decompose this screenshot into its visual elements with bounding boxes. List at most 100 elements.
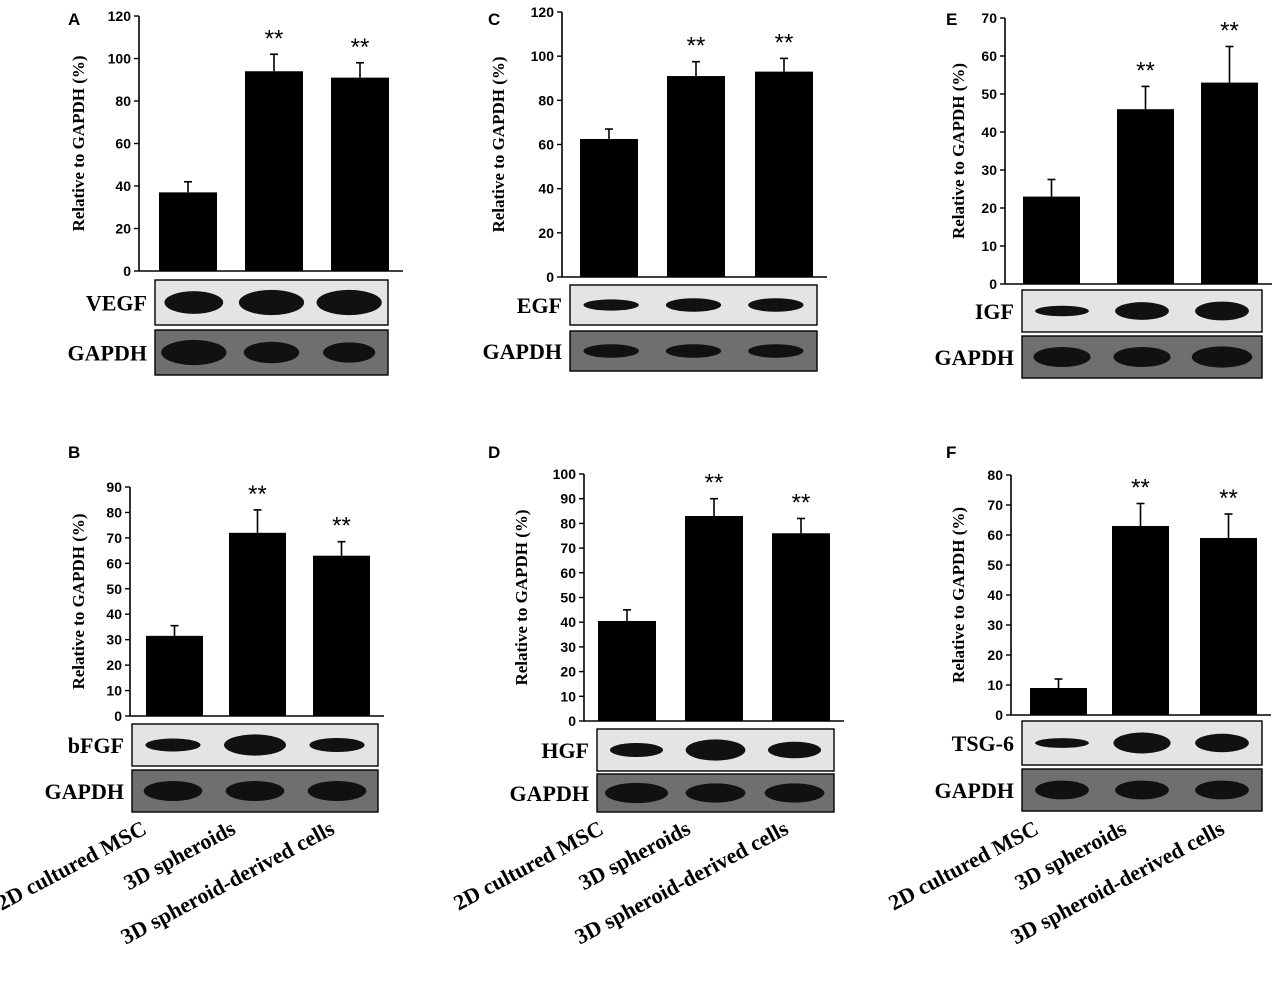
y-tick-label: 70: [560, 540, 576, 556]
blot-band: [1195, 301, 1249, 321]
y-tick-label: 60: [560, 565, 576, 581]
target-blot-label: bFGF: [68, 733, 124, 758]
target-blot: VEGF: [86, 279, 389, 326]
significance-marker: **: [687, 33, 706, 60]
blot-band: [238, 289, 305, 316]
y-tick-label: 90: [560, 491, 576, 507]
y-tick-label: 20: [115, 221, 131, 237]
gapdh-blot-label: GAPDH: [935, 778, 1014, 803]
y-tick-label: 20: [538, 225, 554, 241]
panel-letter: C: [488, 10, 500, 29]
panel-letter: E: [946, 10, 957, 29]
blot-band: [145, 738, 201, 752]
y-tick-label: 50: [987, 557, 1003, 573]
gapdh-blot-label: GAPDH: [935, 345, 1014, 370]
y-tick-label: 0: [123, 263, 131, 279]
blot-band: [309, 737, 365, 753]
y-tick-label: 50: [106, 581, 122, 597]
y-tick-label: 0: [995, 707, 1003, 723]
y-tick-label: 0: [568, 713, 576, 729]
y-axis-label: Relative to GAPDH (%): [69, 513, 88, 689]
panel-letter: F: [946, 443, 956, 462]
blot-band: [583, 344, 639, 358]
target-blot: EGF: [517, 284, 818, 326]
y-tick-label: 80: [560, 515, 576, 531]
x-category-label: 2D cultured MSC: [449, 815, 607, 915]
y-tick-label: 10: [560, 688, 576, 704]
blot-band: [767, 741, 822, 759]
y-tick-label: 50: [560, 590, 576, 606]
significance-marker: **: [792, 489, 811, 516]
x-category-label: 2D cultured MSC: [0, 815, 150, 915]
target-blot: HGF: [541, 728, 835, 772]
y-tick-label: 80: [115, 93, 131, 109]
target-blot-label: EGF: [517, 293, 562, 318]
significance-marker: **: [332, 513, 351, 540]
significance-marker: **: [775, 29, 794, 56]
y-axis-label: Relative to GAPDH (%): [949, 507, 968, 683]
bar: [685, 515, 743, 721]
y-tick-label: 20: [106, 657, 122, 673]
blot-band: [1113, 347, 1171, 367]
significance-marker: **: [1131, 475, 1150, 502]
y-tick-label: 40: [987, 587, 1003, 603]
blot-band: [604, 782, 669, 804]
target-blot: TSG-6: [952, 720, 1263, 766]
gapdh-blot: GAPDH: [68, 329, 389, 376]
target-blot-label: HGF: [541, 738, 589, 763]
y-tick-label: 20: [560, 664, 576, 680]
bar: [1117, 109, 1174, 284]
bar: [1200, 538, 1257, 715]
y-tick-label: 10: [981, 238, 997, 254]
gapdh-blot: GAPDH: [45, 769, 379, 813]
blot-band: [161, 339, 227, 366]
significance-marker: **: [265, 25, 284, 52]
y-tick-label: 80: [106, 504, 122, 520]
blot-band: [143, 781, 203, 801]
target-blot: IGF: [975, 289, 1263, 333]
y-tick-label: 120: [531, 4, 555, 20]
bar: [245, 71, 303, 271]
y-axis-label: Relative to GAPDH (%): [489, 56, 508, 232]
y-tick-label: 0: [114, 708, 122, 724]
y-tick-label: 30: [987, 617, 1003, 633]
blot-band: [685, 783, 746, 803]
blot-band: [307, 781, 367, 801]
y-tick-label: 30: [981, 162, 997, 178]
blot-band: [164, 291, 224, 314]
panel-b: B 0 10 20 30 40 50 60 70 80 90 Relative to GAPDH (%…: [45, 443, 384, 813]
y-tick-label: 10: [106, 683, 122, 699]
blot-band: [748, 344, 804, 358]
target-blot-label: IGF: [975, 299, 1014, 324]
significance-marker: **: [705, 470, 724, 497]
blot-band: [685, 739, 746, 761]
bar: [331, 77, 389, 271]
y-tick-label: 60: [538, 137, 554, 153]
bar: [580, 138, 638, 277]
blot-band: [764, 783, 825, 803]
blot-band: [665, 298, 722, 312]
y-tick-label: 120: [108, 8, 132, 24]
y-tick-label: 30: [106, 632, 122, 648]
target-blot-label: VEGF: [86, 291, 147, 316]
blot-band: [1035, 305, 1089, 317]
bar: [598, 620, 656, 721]
bar: [1112, 526, 1169, 715]
panel-letter: A: [68, 10, 80, 29]
y-tick-label: 40: [115, 178, 131, 194]
blot-band: [316, 289, 382, 316]
y-tick-label: 80: [987, 467, 1003, 483]
blot-band: [323, 342, 376, 363]
panel-e: E 0 10 20 30 40 50 60 70 Relative to GAPDH (%) ** *…: [935, 10, 1272, 379]
significance-marker: **: [351, 34, 370, 61]
y-tick-label: 80: [538, 92, 554, 108]
blot-band: [1035, 780, 1089, 800]
y-tick-label: 70: [106, 530, 122, 546]
blot-band: [1033, 347, 1091, 367]
bar: [313, 555, 370, 716]
bar: [146, 635, 203, 716]
y-axis-label: Relative to GAPDH (%): [512, 509, 531, 685]
bar: [229, 532, 286, 716]
